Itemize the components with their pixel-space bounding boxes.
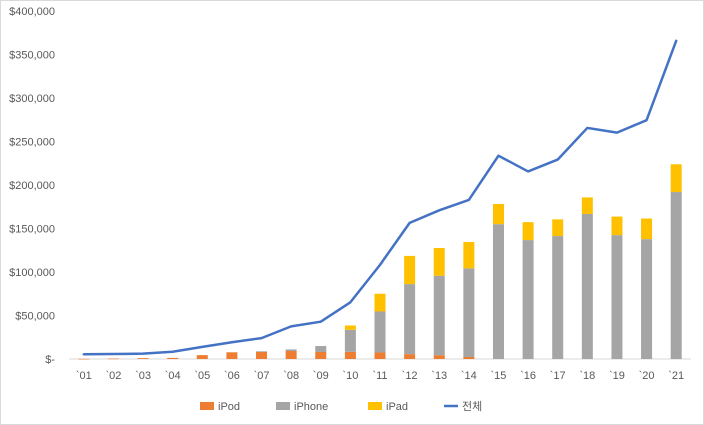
x-tick-label: `17 [550,370,566,382]
x-tick-label: `20 [639,370,655,382]
x-tick-label: `12 [402,370,418,382]
bar-ipod [433,355,445,359]
bar-ipad [463,241,475,269]
y-tick-label: $150,000 [9,224,55,236]
legend-swatch [368,402,382,410]
bar-ipad [581,197,593,214]
bar-ipad [492,203,504,225]
x-axis-ticks: `01 `02 `03 `04 `05 `06 `07 `08 `09 `10 `11 `12 `13 `… [76,370,684,382]
x-tick-label: `14 [461,370,477,382]
x-tick-label: `11 [372,370,387,382]
y-tick-label: $200,000 [9,180,55,192]
y-tick-label: $400,000 [9,6,55,18]
bar-ipod [374,352,386,359]
x-tick-label: `10 [342,370,358,382]
y-axis-ticks: $- $50,000 $100,000 $150,000 $200,000 $250,00… [9,6,55,366]
bar-ipad [374,293,386,312]
bar-iphone [374,311,386,353]
bar-iphone [256,351,268,352]
bar-ipod [196,355,208,359]
bar-ipad [404,255,416,285]
x-tick-label: `19 [609,370,625,382]
bar-iphone [404,284,416,355]
y-tick-label: $350,000 [9,50,55,62]
legend: iPod iPhone iPad 전체 [200,400,482,413]
bar-ipod [226,352,238,359]
bar-ipad [552,219,564,237]
bar-iphone [285,349,297,351]
bar-ipod [137,358,149,359]
bars [78,164,682,360]
x-tick-label: `15 [491,370,507,382]
bar-ipad [433,247,445,276]
x-tick-label: `03 [135,370,151,382]
bar-iphone [581,213,593,359]
x-tick-label: `08 [283,370,299,382]
bar-iphone [611,235,623,359]
legend-label: iPad [386,401,408,413]
legend-swatch [276,402,290,410]
bar-iphone [344,329,356,352]
bar-iphone [641,239,653,359]
bar-ipod [344,351,356,359]
y-tick-label: $300,000 [9,93,55,105]
x-tick-label: `16 [520,370,536,382]
bar-iphone [670,192,682,359]
bar-ipod [404,354,416,359]
bar-iphone [492,224,504,359]
bar-ipod [78,358,90,360]
legend-label: iPhone [294,401,328,413]
x-tick-label: `04 [165,370,181,382]
y-tick-label: $250,000 [9,137,55,149]
bar-iphone [463,268,475,357]
bar-ipod [463,356,475,359]
bar-iphone [522,240,534,359]
x-tick-label: `01 [76,370,92,382]
bar-ipod [107,358,119,360]
y-tick-label: $50,000 [15,311,55,323]
x-tick-label: `13 [431,370,447,382]
y-tick-label: $100,000 [9,267,55,279]
x-tick-label: `07 [254,370,270,382]
bar-ipad [344,325,356,330]
legend-label: iPod [218,401,240,413]
bar-ipad [522,222,534,241]
bar-iphone [315,346,327,352]
legend-swatch [200,402,214,410]
bar-iphone [433,275,445,356]
x-tick-label: `02 [105,370,121,382]
bar-ipad [641,218,653,240]
bar-ipod [315,351,327,359]
x-tick-label: `09 [313,370,329,382]
x-tick-label: `06 [224,370,240,382]
bar-ipod [256,351,268,359]
bar-iphone [552,236,564,359]
total-line [82,39,678,356]
x-tick-label: `21 [668,370,684,382]
x-tick-label: `05 [194,370,210,382]
bar-ipod [285,350,297,359]
y-tick-label: $- [45,354,55,366]
legend-label: 전체 [462,400,482,413]
x-tick-label: `18 [579,370,595,382]
bar-ipad [670,164,682,193]
bar-ipod [167,357,179,359]
bar-ipad [611,216,623,236]
total-line-layer [82,39,678,356]
